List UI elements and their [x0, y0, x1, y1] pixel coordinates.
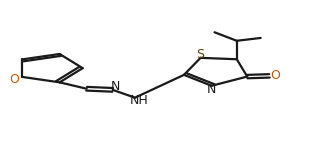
Text: N: N	[111, 80, 120, 93]
Text: NH: NH	[129, 94, 148, 107]
Text: S: S	[197, 48, 204, 61]
Text: N: N	[206, 83, 216, 96]
Text: O: O	[270, 69, 280, 82]
Text: O: O	[9, 73, 19, 85]
